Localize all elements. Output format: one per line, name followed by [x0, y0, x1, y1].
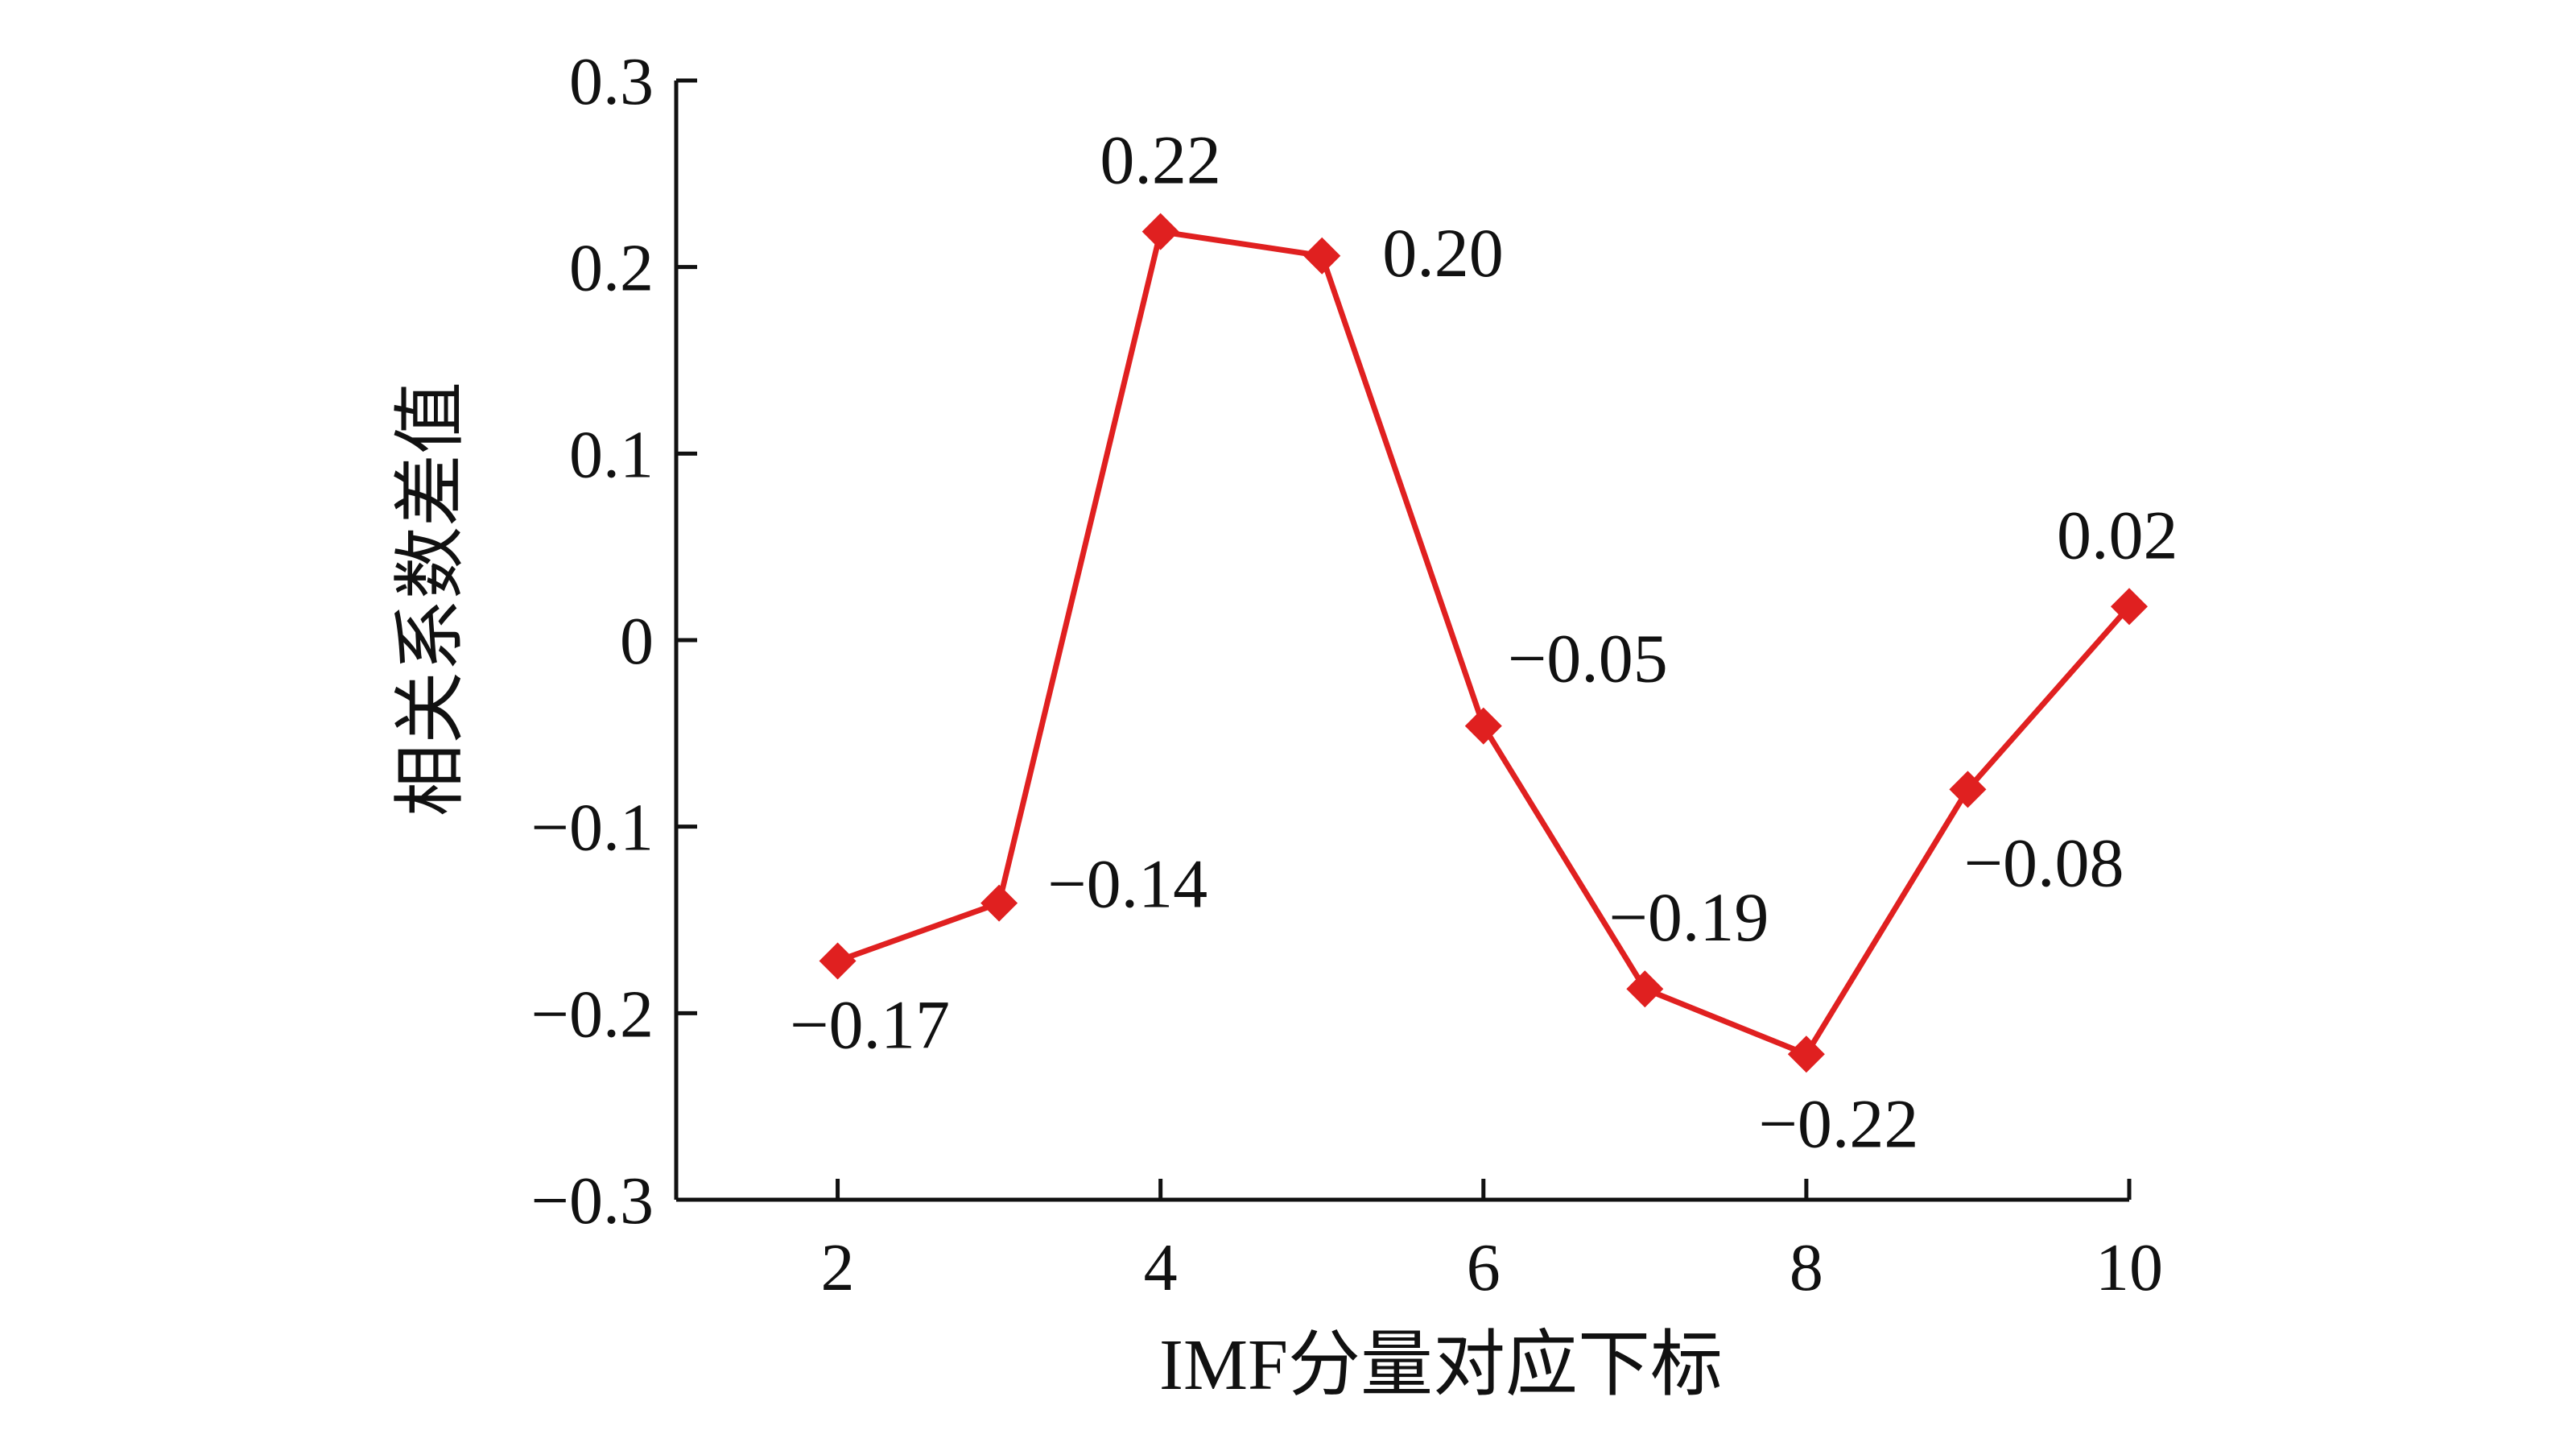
- data-point: [1949, 771, 1987, 808]
- y-tick-label: 0.1: [569, 417, 654, 492]
- data-point: [1626, 970, 1664, 1008]
- y-tick-label: −0.2: [531, 977, 654, 1052]
- x-tick-label: 2: [821, 1230, 855, 1305]
- data-labels: −0.17 −0.14 0.22 0.20 −0.05 −0.19 −0.22 −0.08 0.…: [790, 122, 2178, 1163]
- x-tick-label: 6: [1467, 1230, 1501, 1305]
- x-tick-label: 4: [1144, 1230, 1178, 1305]
- x-axis-title: IMF分量对应下标: [1159, 1325, 1723, 1405]
- y-tick-label: 0.3: [569, 44, 654, 119]
- data-point: [1464, 707, 1502, 745]
- y-tick-label: 0.2: [569, 231, 654, 306]
- x-tick-label: 10: [2095, 1230, 2163, 1305]
- axes: 0.3 0.2 0.1 0 −0.1 −0.2 −0.3 2 4 6 8 10: [531, 44, 2163, 1305]
- data-point: [1141, 213, 1179, 250]
- data-point: [1787, 1035, 1825, 1073]
- data-label: −0.05: [1508, 620, 1668, 697]
- data-label: 0.20: [1382, 214, 1504, 291]
- series-layer: [819, 213, 2148, 1073]
- x-tick-label: 8: [1790, 1230, 1823, 1305]
- y-axis-title: 相关系数差值: [391, 382, 471, 816]
- data-point: [819, 942, 857, 980]
- data-label: −0.19: [1608, 878, 1769, 956]
- y-tick-label: −0.1: [531, 791, 654, 866]
- data-label: −0.14: [1047, 845, 1208, 923]
- data-point: [980, 884, 1018, 922]
- data-label: 0.22: [1100, 122, 1221, 199]
- y-tick-label: −0.3: [531, 1163, 654, 1238]
- data-label: −0.08: [1963, 824, 2124, 901]
- data-point: [2111, 588, 2148, 626]
- data-label: 0.02: [2057, 496, 2178, 573]
- series-line: [836, 229, 2132, 1057]
- data-label: −0.22: [1758, 1085, 1918, 1162]
- data-label: −0.17: [790, 986, 950, 1063]
- y-tick-label: 0: [620, 604, 654, 679]
- data-point: [1303, 237, 1341, 275]
